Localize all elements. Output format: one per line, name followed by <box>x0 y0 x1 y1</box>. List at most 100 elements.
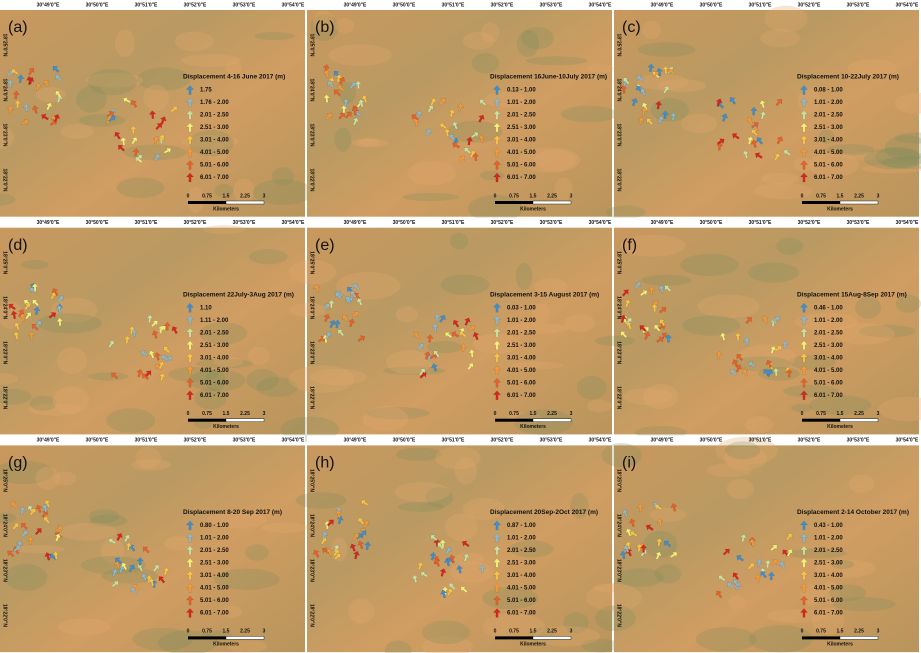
legend-entry: 4.01 - 5.00 <box>507 368 536 374</box>
legend-entry: 6.01 - 7.00 <box>814 393 843 399</box>
legend-entry: 5.01 - 6.00 <box>200 163 229 169</box>
longitude-label: 30°50'0"E <box>700 2 723 8</box>
latitude-label: 18°22'0"N <box>309 604 315 627</box>
legend-entry: 2.51 - 3.00 <box>814 560 843 566</box>
legend-entry: 4.01 - 5.00 <box>814 368 843 374</box>
map-panel: 30°49'0"E30°50'0"E30°51'0"E30°52'0"E30°5… <box>0 0 313 217</box>
scale-tick: 0 <box>187 193 190 199</box>
scale-unit: Kilometers <box>520 642 546 648</box>
map-panel: 30°49'0"E30°50'0"E30°51'0"E30°52'0"E30°5… <box>281 218 612 442</box>
legend-entry: 4.01 - 5.00 <box>507 585 536 591</box>
scale-tick: 1.5 <box>223 193 230 199</box>
scale-tick: 2.25 <box>547 411 557 417</box>
longitude-label: 30°52'0"E <box>798 2 821 8</box>
longitude-label: 30°52'0"E <box>184 438 207 444</box>
scale-tick: 1.5 <box>530 629 537 635</box>
legend-entry: 4.01 - 5.00 <box>814 150 843 156</box>
legend-entry: 0.80 - 1.00 <box>200 523 229 529</box>
terrain-patch <box>394 482 450 502</box>
scale-tick: 0.75 <box>816 193 826 199</box>
longitude-label: 30°49'0"E <box>37 438 60 444</box>
legend-entry: 5.01 - 6.00 <box>507 163 536 169</box>
legend-entry: 6.01 - 7.00 <box>507 393 536 399</box>
legend-entry: 2.51 - 3.00 <box>200 125 229 131</box>
legend-entry: 6.01 - 7.00 <box>507 175 536 181</box>
legend-entry: 1.01 - 2.00 <box>814 318 843 324</box>
latitude-label: 18°25'0"N <box>309 33 315 56</box>
legend-entry: 2.51 - 3.00 <box>507 343 536 349</box>
legend-entry: 1.76 - 2.00 <box>200 100 229 106</box>
longitude-label: 30°50'0"E <box>86 2 109 8</box>
scale-unit: Kilometers <box>827 206 853 212</box>
scale-bar-white <box>840 419 878 422</box>
longitude-label: 30°54'0"E <box>282 220 305 226</box>
scale-tick: 0 <box>801 629 804 635</box>
legend-entry: 2.01 - 2.50 <box>814 113 843 119</box>
panel-label: (b) <box>315 19 335 36</box>
scale-unit: Kilometers <box>827 424 853 430</box>
scale-bar-black <box>802 636 840 639</box>
legend-entry: 4.01 - 5.00 <box>814 585 843 591</box>
longitude-label: 30°49'0"E <box>651 438 674 444</box>
latitude-label: 18°22'0"N <box>309 386 315 409</box>
terrain-patch <box>363 406 408 432</box>
scale-bar-white <box>533 636 571 639</box>
latitude-label: 18°24'0"N <box>616 78 622 101</box>
terrain-patch <box>642 275 691 286</box>
legend-entry: 2.51 - 3.00 <box>814 125 843 131</box>
scale-tick: 0.75 <box>202 629 212 635</box>
latitude-label: 18°23'0"N <box>309 123 315 146</box>
scale-tick: 0 <box>801 411 804 417</box>
legend-entry: 2.01 - 2.50 <box>200 113 229 119</box>
legend-entry: 1.01 - 2.00 <box>814 535 843 541</box>
terrain-patch <box>450 233 468 250</box>
terrain-patch <box>249 249 288 264</box>
terrain-patch <box>60 124 94 139</box>
panel-label: (i) <box>622 455 636 472</box>
longitude-label: 30°52'0"E <box>798 220 821 226</box>
scale-unit: Kilometers <box>213 642 239 648</box>
longitude-label: 30°54'0"E <box>589 2 612 8</box>
terrain-patch <box>187 187 204 213</box>
longitude-label: 30°53'0"E <box>233 220 256 226</box>
terrain-patch <box>445 513 478 541</box>
longitude-label: 30°49'0"E <box>651 220 674 226</box>
map-panel: 30°49'0"E30°50'0"E30°51'0"E30°52'0"E30°5… <box>594 218 921 439</box>
terrain-patch <box>422 620 470 644</box>
panel-label: (a) <box>8 19 28 36</box>
scale-tick: 2.25 <box>240 193 250 199</box>
scale-tick: 1.5 <box>530 193 537 199</box>
legend-entry: 2.01 - 2.50 <box>814 330 843 336</box>
scale-tick: 0 <box>494 411 497 417</box>
longitude-label: 30°51'0"E <box>442 2 465 8</box>
latitude-label: 18°25'0"N <box>2 33 8 56</box>
legend-entry: 1.01 - 2.00 <box>507 535 536 541</box>
legend-entry: 3.01 - 4.00 <box>814 573 843 579</box>
longitude-label: 30°49'0"E <box>37 220 60 226</box>
scale-tick: 1.5 <box>837 411 844 417</box>
terrain-patch <box>310 369 367 385</box>
legend-title: Displacement 15Aug-8Sep 2017 (m) <box>797 291 907 298</box>
latitude-label: 18°22'0"N <box>2 168 8 191</box>
terrain-patch <box>37 313 102 333</box>
latitude-label: 18°22'0"N <box>616 386 622 409</box>
longitude-label: 30°52'0"E <box>184 2 207 8</box>
terrain-patch <box>754 183 813 199</box>
latitude-label: 18°24'0"N <box>2 296 8 319</box>
legend-entry: 0.03 - 1.00 <box>507 305 536 311</box>
terrain-patch <box>680 254 738 276</box>
terrain-patch <box>351 139 388 148</box>
terrain-patch <box>124 144 187 160</box>
legend-title: Displacement 2-14 October 2017 (m) <box>797 509 909 516</box>
terrain-patch <box>606 206 646 220</box>
terrain-patch <box>328 44 391 66</box>
legend-entry: 1.01 - 2.00 <box>507 100 536 106</box>
scale-bar-white <box>533 419 571 422</box>
scale-bar-white <box>226 419 264 422</box>
panel-label: (e) <box>315 237 335 254</box>
scale-tick: 2.25 <box>854 629 864 635</box>
longitude-label: 30°52'0"E <box>491 220 514 226</box>
terrain-patch <box>526 56 587 65</box>
terrain-patch <box>655 564 681 583</box>
terrain-patch <box>748 262 799 282</box>
